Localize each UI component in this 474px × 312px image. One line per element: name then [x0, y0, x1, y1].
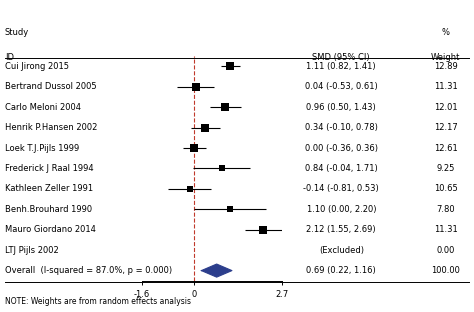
Text: ID: ID — [5, 53, 14, 62]
Text: 1.11 (0.82, 1.41): 1.11 (0.82, 1.41) — [307, 62, 376, 71]
Text: %: % — [442, 28, 449, 37]
Polygon shape — [201, 264, 232, 277]
Text: 100.00: 100.00 — [431, 266, 460, 275]
Text: 12.61: 12.61 — [434, 144, 457, 153]
Text: Overall  (I-squared = 87.0%, p = 0.000): Overall (I-squared = 87.0%, p = 0.000) — [5, 266, 172, 275]
Text: 11.31: 11.31 — [434, 82, 457, 91]
Text: 0.04 (-0.53, 0.61): 0.04 (-0.53, 0.61) — [305, 82, 378, 91]
Text: -0.14 (-0.81, 0.53): -0.14 (-0.81, 0.53) — [303, 184, 379, 193]
Text: Henrik P.Hansen 2002: Henrik P.Hansen 2002 — [5, 123, 97, 132]
Text: Frederick J Raal 1994: Frederick J Raal 1994 — [5, 164, 93, 173]
Text: SMD (95% CI): SMD (95% CI) — [312, 53, 370, 62]
Text: NOTE: Weights are from random effects analysis: NOTE: Weights are from random effects an… — [5, 297, 191, 305]
Text: Mauro Giordano 2014: Mauro Giordano 2014 — [5, 225, 96, 234]
Text: 1.10 (0.00, 2.20): 1.10 (0.00, 2.20) — [307, 205, 376, 214]
Text: LTJ Pijls 2002: LTJ Pijls 2002 — [5, 246, 58, 255]
Text: Cui Jirong 2015: Cui Jirong 2015 — [5, 62, 69, 71]
Text: 0.69 (0.22, 1.16): 0.69 (0.22, 1.16) — [306, 266, 376, 275]
Text: 0.00: 0.00 — [437, 246, 455, 255]
Text: Bertrand Dussol 2005: Bertrand Dussol 2005 — [5, 82, 96, 91]
Text: 12.01: 12.01 — [434, 103, 457, 112]
Text: Loek T.J.Pijls 1999: Loek T.J.Pijls 1999 — [5, 144, 79, 153]
Text: 0.34 (-0.10, 0.78): 0.34 (-0.10, 0.78) — [305, 123, 378, 132]
Text: Benh.Brouhard 1990: Benh.Brouhard 1990 — [5, 205, 92, 214]
Text: 12.89: 12.89 — [434, 62, 457, 71]
Text: 10.65: 10.65 — [434, 184, 457, 193]
Text: 11.31: 11.31 — [434, 225, 457, 234]
Text: 0.00 (-0.36, 0.36): 0.00 (-0.36, 0.36) — [305, 144, 378, 153]
Text: 0.96 (0.50, 1.43): 0.96 (0.50, 1.43) — [306, 103, 376, 112]
Text: Study: Study — [5, 28, 29, 37]
Text: 7.80: 7.80 — [436, 205, 455, 214]
Text: (Excluded): (Excluded) — [319, 246, 364, 255]
Text: 2.12 (1.55, 2.69): 2.12 (1.55, 2.69) — [307, 225, 376, 234]
Text: 0.84 (-0.04, 1.71): 0.84 (-0.04, 1.71) — [305, 164, 378, 173]
Text: 9.25: 9.25 — [437, 164, 455, 173]
Text: Weight: Weight — [431, 53, 460, 62]
Text: 12.17: 12.17 — [434, 123, 457, 132]
Text: Kathleen Zeller 1991: Kathleen Zeller 1991 — [5, 184, 93, 193]
Text: Carlo Meloni 2004: Carlo Meloni 2004 — [5, 103, 81, 112]
